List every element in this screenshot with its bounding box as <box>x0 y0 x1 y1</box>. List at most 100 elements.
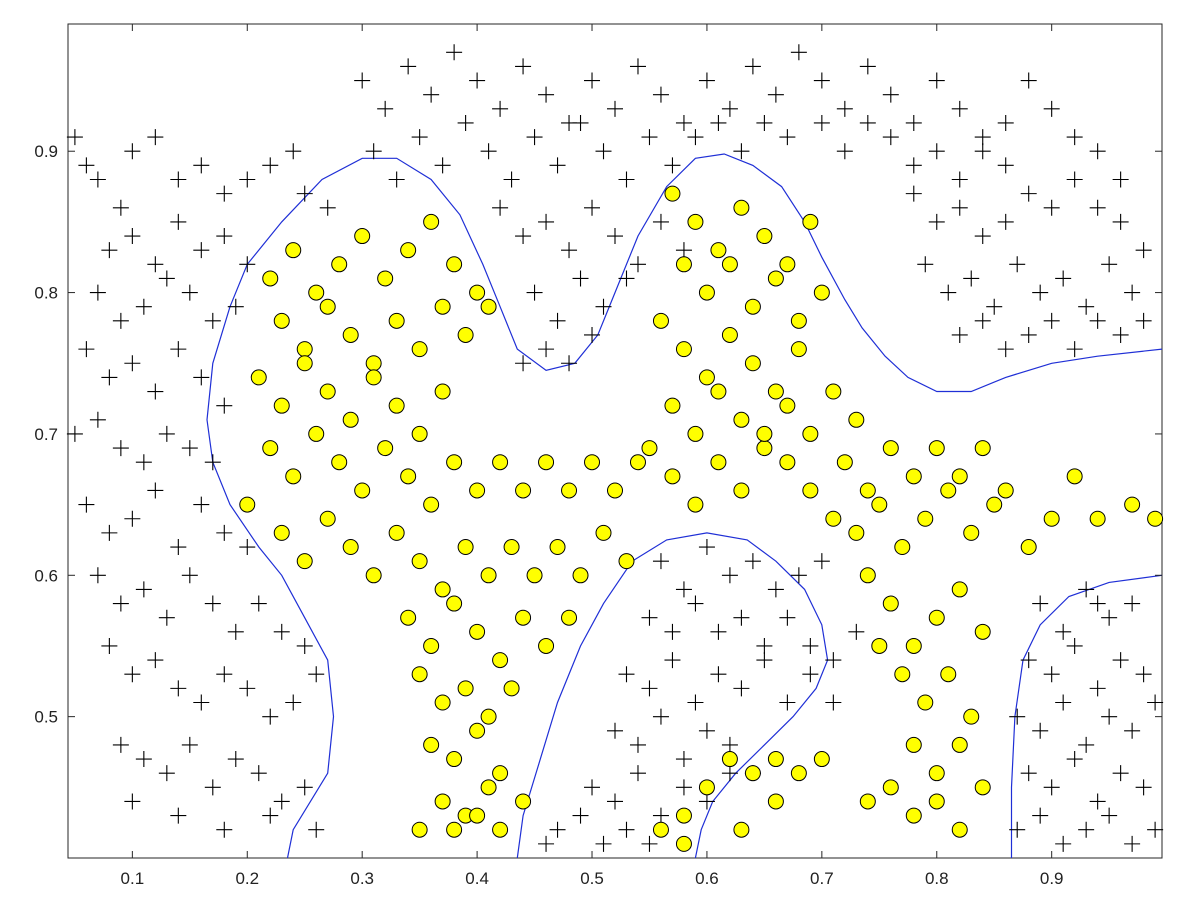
circle-marker <box>756 440 773 457</box>
circle-marker <box>756 228 773 245</box>
plus-marker <box>1009 256 1026 273</box>
circle-marker <box>940 482 957 499</box>
circle-marker <box>434 694 451 711</box>
plus-marker <box>227 623 244 640</box>
plus-marker <box>641 680 658 697</box>
plus-marker <box>285 143 302 160</box>
plus-marker <box>652 807 669 824</box>
plus-marker <box>836 100 853 117</box>
plus-marker <box>124 143 141 160</box>
plus-marker <box>124 355 141 372</box>
plus-marker <box>986 298 1003 315</box>
circle-marker <box>469 807 486 824</box>
plus-marker <box>1089 143 1106 160</box>
circle-marker <box>905 736 922 753</box>
plus-marker <box>767 581 784 598</box>
circle-marker <box>526 567 543 584</box>
circle-marker <box>377 440 394 457</box>
circle-marker <box>319 510 336 527</box>
plus-marker <box>1101 807 1118 824</box>
circle-marker <box>595 524 612 541</box>
plus-marker <box>1009 708 1026 725</box>
plus-marker <box>549 312 566 329</box>
circle-marker <box>894 666 911 683</box>
plus-marker <box>170 341 187 358</box>
circle-marker <box>721 326 738 343</box>
plus-marker <box>687 595 704 612</box>
plus-marker <box>239 171 256 188</box>
plus-marker <box>78 157 95 174</box>
circle-marker <box>446 751 463 768</box>
plus-marker <box>135 454 152 471</box>
plus-marker <box>181 567 198 584</box>
circle-marker <box>790 341 807 358</box>
plus-marker <box>710 623 727 640</box>
plus-marker <box>193 369 210 386</box>
plus-marker <box>1089 199 1106 216</box>
plus-marker <box>423 86 440 103</box>
plus-marker <box>721 765 738 782</box>
circle-marker <box>457 326 474 343</box>
circle-marker <box>319 298 336 315</box>
plus-marker <box>1089 680 1106 697</box>
plus-marker <box>859 114 876 131</box>
circle-marker <box>411 666 428 683</box>
plus-marker <box>515 58 532 75</box>
plus-marker <box>997 157 1014 174</box>
plus-marker <box>848 623 865 640</box>
circle-marker <box>423 736 440 753</box>
plus-marker <box>1020 326 1037 343</box>
circle-marker <box>273 397 290 414</box>
circle-marker <box>871 496 888 513</box>
plus-marker <box>1101 609 1118 626</box>
plus-marker <box>561 242 578 259</box>
plus-marker <box>1135 779 1152 796</box>
plus-marker <box>147 383 164 400</box>
plus-marker <box>147 482 164 499</box>
plus-marker <box>124 510 141 527</box>
plus-marker <box>480 143 497 160</box>
plus-marker <box>607 793 623 810</box>
plus-marker <box>308 821 325 838</box>
plus-marker <box>629 736 646 753</box>
plus-marker <box>1066 129 1083 146</box>
circle-marker <box>480 298 497 315</box>
circle-marker <box>365 567 382 584</box>
plus-marker <box>538 86 555 103</box>
decision-boundary <box>206 153 1163 859</box>
plus-marker <box>584 326 601 343</box>
plus-marker <box>974 143 991 160</box>
plus-marker <box>721 736 738 753</box>
plus-marker <box>538 213 555 230</box>
plus-marker <box>181 284 198 301</box>
boundary-curve-0 <box>206 153 1163 859</box>
plus-marker <box>170 539 187 556</box>
circle-marker <box>859 482 876 499</box>
circle-marker <box>882 440 899 457</box>
plus-marker <box>515 228 532 245</box>
plus-marker <box>204 779 221 796</box>
plus-marker <box>1043 666 1060 683</box>
plus-marker <box>239 256 256 273</box>
plus-marker <box>101 242 118 259</box>
circle-marker <box>480 779 497 796</box>
plus-marker <box>652 213 669 230</box>
plus-marker <box>193 157 210 174</box>
plus-marker <box>917 256 934 273</box>
plus-marker <box>135 581 152 598</box>
plus-marker <box>882 129 899 146</box>
plus-marker <box>492 199 509 216</box>
circle-marker <box>882 779 899 796</box>
circle-marker <box>848 411 865 428</box>
circle-marker <box>986 496 1003 513</box>
plus-marker <box>262 157 279 174</box>
plus-marker <box>549 821 566 838</box>
plus-marker <box>377 100 394 117</box>
plus-marker <box>641 609 658 626</box>
plus-marker <box>629 256 646 273</box>
plus-marker <box>710 114 727 131</box>
circle-marker <box>951 736 968 753</box>
data-points <box>66 44 1164 852</box>
plus-marker <box>675 581 692 598</box>
plus-marker <box>216 397 233 414</box>
